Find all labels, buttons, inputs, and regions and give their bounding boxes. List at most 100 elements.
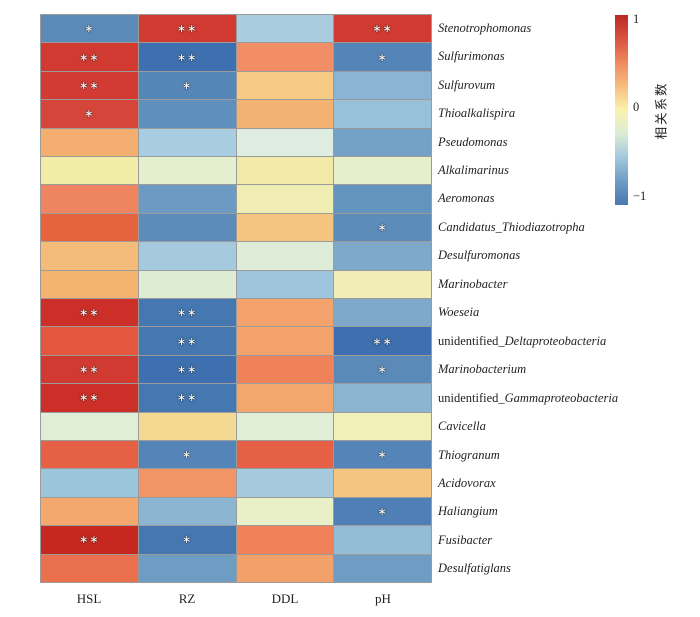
heatmap-cell <box>138 100 236 128</box>
heatmap-cell <box>138 128 236 156</box>
heatmap-cell <box>236 100 334 128</box>
heatmap-cell <box>41 469 138 497</box>
significance-marker: ∗ <box>182 448 193 462</box>
row-label: Marinobacterium <box>438 362 527 377</box>
colorbar-tick-zero: 0 <box>633 100 640 114</box>
heatmap-cell: ∗ <box>138 440 236 469</box>
heatmap-cell: ∗ <box>334 497 431 526</box>
significance-marker: ∗∗ <box>79 362 100 376</box>
heatmap-cell <box>41 412 138 440</box>
significance-marker: ∗ <box>377 448 388 462</box>
row-label: Desulfuromonas <box>438 248 521 263</box>
heatmap-cell <box>41 128 138 156</box>
significance-marker: ∗∗ <box>176 362 198 376</box>
significance-marker: ∗∗ <box>79 78 100 92</box>
heatmap-cell <box>236 213 334 242</box>
heatmap-cell <box>236 156 334 185</box>
heatmap-cell: ∗∗ <box>41 71 138 100</box>
heatmap-cell <box>236 185 334 213</box>
significance-marker: ∗ <box>377 220 388 234</box>
heatmap-cell: ∗∗ <box>41 384 138 412</box>
row-labels: Stenotrophomonas Sulfurimonas Sulfurovum Th… <box>438 14 673 583</box>
colorbar-title: 相关系数 <box>654 80 669 140</box>
heatmap-cell <box>236 526 334 554</box>
row-label: Marinobacter <box>438 276 508 291</box>
significance-marker: ∗∗ <box>176 306 198 320</box>
heatmap-cell <box>334 384 431 412</box>
heatmap-cell: ∗∗ <box>41 355 138 384</box>
heatmap-cell <box>334 412 431 440</box>
row-label: Aeromonas <box>438 191 495 206</box>
heatmap-cell <box>334 156 431 185</box>
heatmap-cell: ∗∗ <box>138 355 236 384</box>
row-label: unidentified_ Deltaproteobacteria <box>438 333 607 348</box>
heatmap-cell <box>41 440 138 469</box>
heatmap-cell: ∗ <box>334 440 431 469</box>
heatmap-grid: ∗ ∗∗ ∗∗ ∗∗ ∗∗ ∗ ∗∗ ∗ ∗ ∗ ∗∗ ∗∗ ∗∗ ∗∗ ∗∗ ∗∗ ∗ ∗∗ ∗∗ ∗ ∗ ∗ ∗∗ ∗ <box>40 14 432 583</box>
significance-marker: ∗ <box>84 22 95 36</box>
heatmap-cell: ∗∗ <box>138 298 236 327</box>
significance-marker: ∗∗ <box>176 391 198 405</box>
significance-marker: ∗ <box>182 533 193 547</box>
heatmap-cell: ∗ <box>334 213 431 242</box>
heatmap-cell <box>138 554 236 582</box>
column-labels: HSL RZ DDL pH <box>40 591 432 607</box>
heatmap-cell <box>138 270 236 298</box>
heatmap-cell <box>138 469 236 497</box>
heatmap-cell: ∗ <box>41 100 138 128</box>
significance-marker: ∗∗ <box>176 22 198 36</box>
heatmap-cell <box>138 156 236 185</box>
heatmap-cell <box>236 327 334 355</box>
heatmap-cell <box>334 100 431 128</box>
heatmap-cell: ∗∗ <box>334 327 431 355</box>
heatmap-cell <box>41 270 138 298</box>
heatmap-cell <box>334 128 431 156</box>
significance-marker: ∗∗ <box>372 334 393 348</box>
column-label: HSL <box>76 591 102 606</box>
heatmap-cell: ∗∗ <box>138 327 236 355</box>
column-label: pH <box>375 591 391 606</box>
heatmap-cell: ∗∗ <box>41 298 138 327</box>
significance-marker: ∗ <box>377 362 388 376</box>
heatmap-cell <box>236 298 334 327</box>
heatmap-cell: ∗∗ <box>138 43 236 71</box>
colorbar-tick-min: −1 <box>633 189 647 203</box>
heatmap-cell <box>334 185 431 213</box>
heatmap-cell: ∗ <box>138 71 236 100</box>
colorbar-gradient <box>615 15 628 205</box>
heatmap-cell <box>334 242 431 270</box>
column-label: RZ <box>178 591 196 606</box>
row-label: Thioalkalispira <box>438 106 516 121</box>
heatmap-cell <box>138 185 236 213</box>
row-label: Acidovorax <box>438 475 496 490</box>
heatmap-cell <box>236 15 334 43</box>
row-label: Desulfatiglans <box>438 561 511 576</box>
heatmap-cell <box>236 412 334 440</box>
row-label: Stenotrophomonas <box>438 20 532 35</box>
significance-marker: ∗∗ <box>176 50 198 64</box>
heatmap-cell <box>41 327 138 355</box>
colorbar-title-wrap: 相关系数 <box>646 15 674 205</box>
heatmap-cell <box>334 270 431 298</box>
row-label: Fusibacter <box>438 532 493 547</box>
heatmap-cell <box>236 71 334 100</box>
heatmap-cell <box>236 128 334 156</box>
heatmap-cell: ∗ <box>334 43 431 71</box>
heatmap-cell: ∗∗ <box>41 43 138 71</box>
heatmap-cell <box>138 497 236 526</box>
heatmap-cell: ∗∗ <box>334 15 431 43</box>
heatmap-cell: ∗ <box>41 15 138 43</box>
heatmap-cell <box>334 298 431 327</box>
heatmap-cell <box>334 469 431 497</box>
significance-marker: ∗∗ <box>176 334 198 348</box>
heatmap-cell <box>41 185 138 213</box>
colorbar-tick-max: 1 <box>633 12 640 26</box>
heatmap-cell <box>236 497 334 526</box>
significance-marker: ∗∗ <box>79 50 100 64</box>
heatmap-cell: ∗ <box>334 355 431 384</box>
heatmap-cell <box>41 554 138 582</box>
heatmap-cell <box>334 71 431 100</box>
significance-marker: ∗ <box>377 50 388 64</box>
row-label: Pseudomonas <box>438 134 508 149</box>
